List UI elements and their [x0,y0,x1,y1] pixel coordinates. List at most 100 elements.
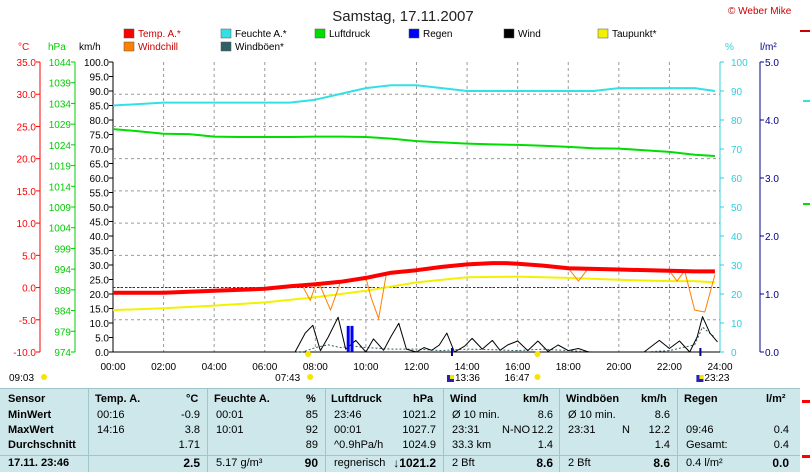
table-cell-gust-val: 8.6 [654,409,670,421]
header-temp: Temp. A. [95,393,141,405]
axis-title-percent: % [725,42,734,53]
tick-x: 16:00 [505,362,530,373]
tick-x: 22:00 [657,362,682,373]
legend-swatch [123,28,135,39]
legend-swatch [408,28,420,39]
legend-label: Luftdruck [329,29,371,40]
series-luftdruck [112,128,715,157]
tick-rain: 0.0 [765,348,779,359]
tick-kmh: 35.0 [90,247,110,258]
tick-kmh: 70.0 [90,145,110,156]
sun-moon-markers: 09:03 07:43 13:36 16:47 23:23 [9,348,730,384]
table-cell-rain-a: Gesamt: [686,439,728,451]
table-cell-temp-val: 2.5 [183,456,200,470]
series-windb-en [113,326,716,353]
tick-celsius: 30.0 [17,90,37,101]
table-cell-label: MaxWert [8,424,54,436]
tick-hpa: 984 [54,307,71,318]
tick-kmh: 75.0 [90,131,110,142]
edge-decoration [803,100,810,102]
header-sensor: Sensor [8,393,46,405]
sunset-icon-small [534,374,541,380]
legend-swatch [503,28,515,39]
moon-icon-mid-fill [449,375,454,379]
tick-kmh: 0.0 [95,348,109,359]
tick-rain: 1.0 [765,290,779,301]
table-cell-wind-b: N-NO [502,424,531,436]
edge-decoration [800,30,810,32]
table-cell-wind-val: 12.2 [531,424,553,436]
table-cell-press-time: regnerisch [334,457,386,469]
header-wind: Wind [450,393,477,405]
tick-kmh: 85.0 [90,102,110,113]
table-cell-wind-a: 33.3 km [452,439,492,451]
tick-hpa: 989 [54,286,71,297]
header-press-unit: hPa [413,393,434,405]
tick-kmh: 60.0 [90,174,110,185]
tick-hpa: 1009 [49,203,72,214]
table-cell-label: MinWert [8,409,52,421]
table-cell-press-time: ^0.9hPa/h [334,439,384,451]
table-cell-press-val: 1021.2 [402,409,436,421]
legend-swatch [597,28,609,39]
table-cell-rain-a: 0.4 l/m² [686,457,723,469]
tick-kmh: 80.0 [90,116,110,127]
table-cell-temp-time: 14:16 [97,424,125,436]
table-cell-rain-val: 0.0 [772,456,789,470]
tick-hpa: 1044 [49,58,72,69]
series-layer [112,84,718,353]
tick-kmh: 45.0 [90,218,110,229]
tick-percent: 100 [731,58,748,69]
sunset-icon [534,351,541,357]
legend-label: Windchill [138,42,178,53]
legend-label: Wind [518,29,541,40]
tick-percent: 10 [731,319,743,330]
table-cell-rain-a: 09:46 [686,424,714,436]
tick-x: 24:00 [707,362,732,373]
table-cell-rain-val: 0.4 [773,439,789,451]
header-hum: Feuchte A. [214,393,270,405]
table-cell-temp-val: -0.9 [181,409,200,421]
legend-label: Regen [423,29,452,40]
tick-x: 18:00 [556,362,581,373]
legend-label: Taupunkt* [612,29,657,40]
table-cell-rain-val: 0.4 [773,424,789,436]
tick-celsius: -10.0 [13,348,36,359]
tick-hpa: 999 [54,244,71,255]
axis-title-celsius: °C [18,42,29,53]
table-cell-label: Durchschnitt [8,439,76,451]
tick-celsius: 25.0 [17,122,37,133]
tick-rain: 5.0 [765,58,779,69]
legend: Temp. A.* Feuchte A.* Luftdruck Regen Wind Ta… [123,28,657,53]
tick-hpa: 1004 [49,224,72,235]
tick-hpa: 979 [54,327,71,338]
header-gust: Windböen [566,393,620,405]
table-cell-temp-val: 3.8 [184,424,200,436]
table-cell-gust-a: 23:31 [568,424,596,436]
legend-label: Feuchte A.* [235,29,287,40]
legend-swatch [123,41,135,52]
header-rain: Regen [684,393,718,405]
tick-kmh: 95.0 [90,73,110,84]
tick-percent: 40 [731,232,743,243]
tick-rain: 4.0 [765,116,779,127]
tick-rain: 2.0 [765,232,779,243]
tick-percent: 0 [731,348,737,359]
rain-bar [346,325,350,352]
table-cell-press-val: ↓1021.2 [393,456,436,470]
header-press: Luftdruck [331,393,382,405]
header-wind-unit: km/h [523,393,549,405]
tick-hpa: 994 [54,265,71,276]
axis-title-hpa: hPa [48,42,66,53]
tick-hpa: 1014 [49,182,72,193]
weather-chart: Samstag, 17.11.2007 © Weber Mike Temp. A… [9,6,792,384]
table-cell-gust-val: 8.6 [653,456,670,470]
table-cell-wind-val: 8.6 [536,456,553,470]
tick-x: 12:00 [404,362,429,373]
table-cell-wind-a: 2 Bft [452,457,475,469]
tick-kmh: 40.0 [90,232,110,243]
tick-hpa: 1029 [49,120,72,131]
tick-kmh: 55.0 [90,189,110,200]
stats-table: Sensor Temp. A. °C Feuchte A. % Luftdruc… [0,388,800,472]
tick-x: 00:00 [100,362,125,373]
